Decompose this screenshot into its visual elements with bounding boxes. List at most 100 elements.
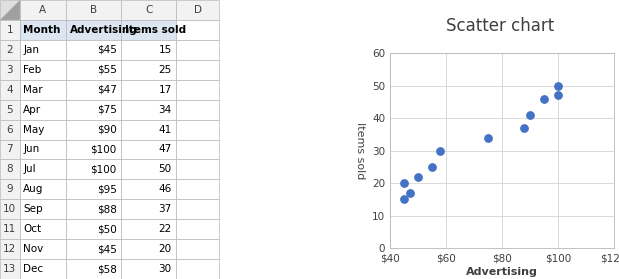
Text: 15: 15: [158, 45, 171, 55]
Bar: [66, 20, 121, 40]
Bar: [0, 179, 20, 199]
Bar: [20, 179, 66, 199]
Bar: [20, 80, 66, 100]
Bar: [20, 60, 66, 80]
Text: 37: 37: [158, 204, 171, 214]
Text: 9: 9: [6, 184, 13, 194]
Bar: [176, 100, 219, 120]
Text: $45: $45: [97, 45, 116, 55]
Text: 7: 7: [6, 145, 13, 155]
Text: 1: 1: [6, 25, 13, 35]
Text: Jun: Jun: [24, 145, 40, 155]
Bar: [176, 159, 219, 179]
Bar: [121, 80, 176, 100]
Bar: [66, 159, 121, 179]
Bar: [20, 219, 66, 239]
Bar: [20, 140, 66, 159]
Text: $100: $100: [90, 145, 116, 155]
Bar: [20, 159, 66, 179]
Text: $47: $47: [97, 85, 116, 95]
Bar: [0, 100, 20, 120]
Text: $45: $45: [97, 244, 116, 254]
Text: 41: 41: [158, 124, 171, 134]
Text: 8: 8: [6, 164, 13, 174]
Text: 34: 34: [158, 105, 171, 115]
Text: 10: 10: [3, 204, 16, 214]
Bar: [20, 199, 66, 219]
Text: $50: $50: [97, 224, 116, 234]
Text: $88: $88: [97, 204, 116, 214]
Bar: [121, 40, 176, 60]
Bar: [121, 100, 176, 120]
Bar: [0, 140, 20, 159]
Bar: [20, 0, 66, 20]
Bar: [66, 0, 121, 20]
Text: Items sold: Items sold: [126, 25, 186, 35]
Text: Jan: Jan: [24, 45, 39, 55]
Bar: [121, 199, 176, 219]
Bar: [20, 40, 66, 60]
Bar: [176, 179, 219, 199]
Text: Jul: Jul: [24, 164, 36, 174]
Bar: [176, 140, 219, 159]
Text: May: May: [24, 124, 45, 134]
Bar: [176, 239, 219, 259]
Text: 3: 3: [6, 65, 13, 75]
Bar: [20, 259, 66, 279]
Bar: [66, 219, 121, 239]
Text: Sep: Sep: [24, 204, 43, 214]
Bar: [66, 239, 121, 259]
Text: B: B: [90, 5, 97, 15]
Text: 12: 12: [3, 244, 17, 254]
Bar: [121, 120, 176, 140]
Bar: [121, 159, 176, 179]
Bar: [121, 140, 176, 159]
Text: Feb: Feb: [24, 65, 41, 75]
Text: 22: 22: [158, 224, 171, 234]
Bar: [176, 120, 219, 140]
Text: C: C: [145, 5, 152, 15]
Text: Oct: Oct: [24, 224, 41, 234]
Polygon shape: [0, 0, 20, 20]
Text: Nov: Nov: [24, 244, 43, 254]
Text: Aug: Aug: [24, 184, 44, 194]
Text: Month: Month: [24, 25, 61, 35]
Bar: [66, 100, 121, 120]
Bar: [0, 20, 20, 40]
Bar: [121, 60, 176, 80]
Text: Scatter chart: Scatter chart: [446, 17, 555, 35]
Text: 13: 13: [3, 264, 17, 274]
Bar: [0, 60, 20, 80]
Text: 2: 2: [6, 45, 13, 55]
Text: 20: 20: [158, 244, 171, 254]
Bar: [0, 219, 20, 239]
Bar: [66, 120, 121, 140]
Bar: [0, 40, 20, 60]
Text: Advertising: Advertising: [71, 25, 138, 35]
Bar: [176, 40, 219, 60]
Text: 5: 5: [6, 105, 13, 115]
Text: $100: $100: [90, 164, 116, 174]
Bar: [121, 259, 176, 279]
Bar: [20, 100, 66, 120]
Text: 11: 11: [3, 224, 17, 234]
Bar: [176, 20, 219, 40]
Bar: [176, 259, 219, 279]
Bar: [66, 140, 121, 159]
Bar: [121, 239, 176, 259]
Text: $95: $95: [97, 184, 116, 194]
Bar: [66, 40, 121, 60]
Bar: [66, 199, 121, 219]
Text: 25: 25: [158, 65, 171, 75]
Text: 4: 4: [6, 85, 13, 95]
Bar: [121, 0, 176, 20]
Text: Mar: Mar: [24, 85, 43, 95]
Bar: [0, 159, 20, 179]
Bar: [66, 259, 121, 279]
Bar: [0, 259, 20, 279]
Text: 30: 30: [158, 264, 171, 274]
Bar: [66, 60, 121, 80]
Bar: [176, 60, 219, 80]
Text: 17: 17: [158, 85, 171, 95]
Text: 6: 6: [6, 124, 13, 134]
